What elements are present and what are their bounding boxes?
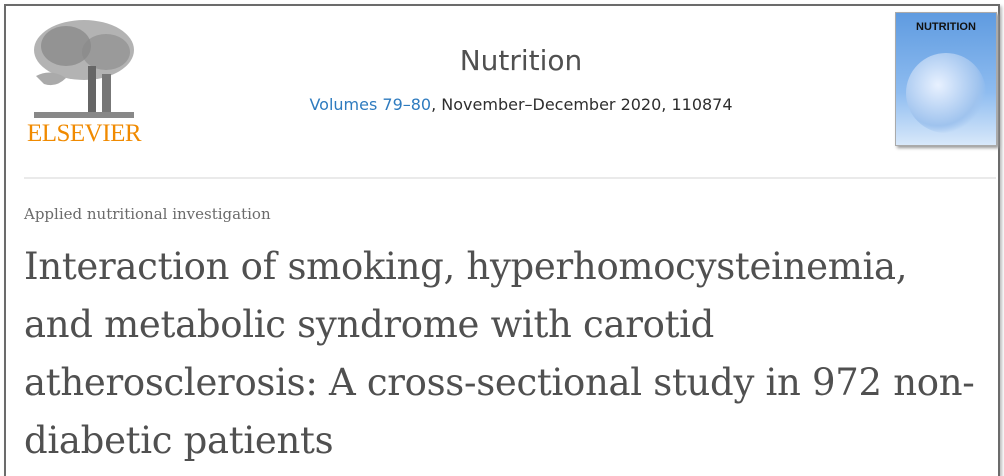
divider (24, 177, 996, 179)
issue-info: Volumes 79–80, November–December 2020, 1… (246, 95, 796, 114)
journal-cover-image[interactable]: NUTRITION (895, 12, 997, 146)
globe-image (906, 53, 986, 133)
elsevier-wordmark: ELSEVIER (26, 120, 142, 147)
article-title: Interaction of smoking, hyperhomocystein… (24, 245, 975, 462)
journal-title[interactable]: Nutrition (459, 44, 583, 77)
cover-title: NUTRITION (916, 21, 976, 33)
article-header: ELSEVIER Nutrition Volumes 79–80, Novemb… (4, 4, 1000, 476)
article-category: Applied nutritional investigation (24, 205, 271, 223)
tree-icon (34, 20, 134, 118)
issue-details: , November–December 2020, 110874 (431, 95, 733, 114)
volume-link[interactable]: Volumes 79–80 (309, 95, 432, 114)
elsevier-logo[interactable]: ELSEVIER (20, 14, 144, 150)
